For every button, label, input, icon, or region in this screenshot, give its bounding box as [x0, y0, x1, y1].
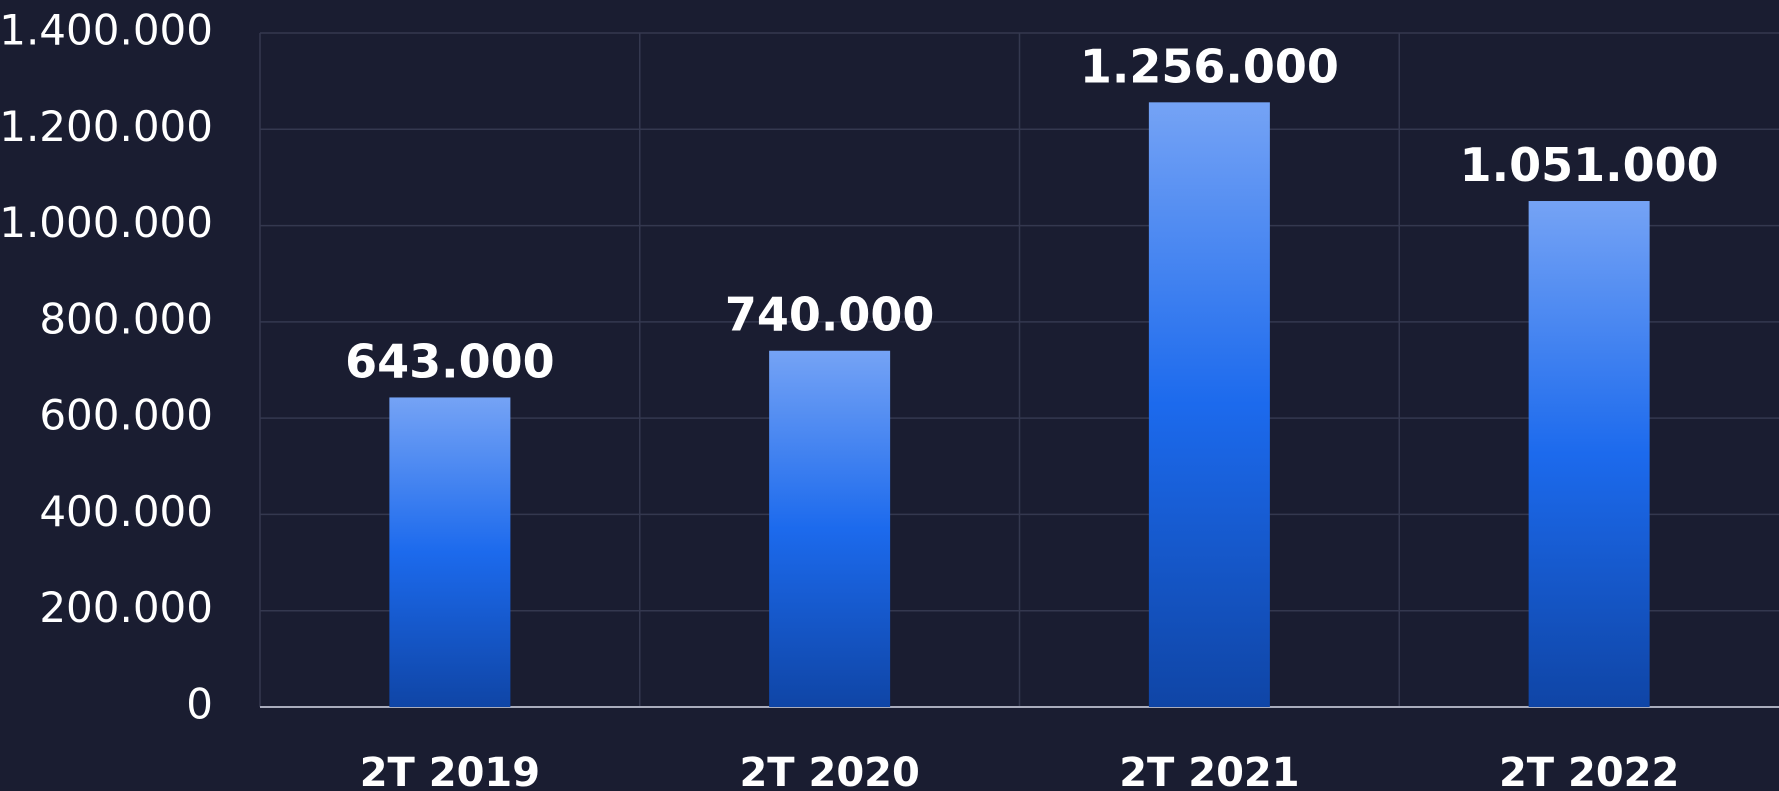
y-tick-label: 600.000	[39, 391, 213, 440]
bar	[1148, 102, 1270, 708]
y-tick-label: 1.000.000	[0, 198, 213, 247]
data-labels: 643.000 740.000 1.256.000 1.051.000	[345, 39, 1719, 388]
x-tick-label: 2T 2021	[1119, 750, 1299, 791]
data-label: 643.000	[345, 334, 555, 388]
x-tick-label: 2T 2020	[739, 750, 919, 791]
x-tick-label: 2T 2022	[1499, 750, 1679, 791]
data-label: 740.000	[725, 288, 935, 342]
y-tick-label: 1.400.000	[0, 6, 213, 55]
y-tick-label: 1.200.000	[0, 102, 213, 151]
data-label: 1.051.000	[1460, 138, 1719, 192]
y-tick-label: 400.000	[39, 487, 213, 536]
y-tick-label: 0	[186, 680, 213, 729]
data-label: 1.256.000	[1080, 39, 1339, 93]
y-tick-label: 200.000	[39, 583, 213, 632]
y-axis-ticks: 0 200.000 400.000 600.000 800.000 1.000.000 1.…	[0, 6, 213, 729]
bar	[389, 397, 511, 707]
y-tick-label: 800.000	[39, 294, 213, 343]
grid	[259, 32, 1779, 708]
bar	[769, 350, 891, 707]
bars	[389, 102, 1650, 708]
x-tick-label: 2T 2019	[360, 750, 540, 791]
x-axis-ticks: 2T 2019 2T 2020 2T 2021 2T 2022	[360, 750, 1680, 791]
bar	[1528, 201, 1650, 708]
